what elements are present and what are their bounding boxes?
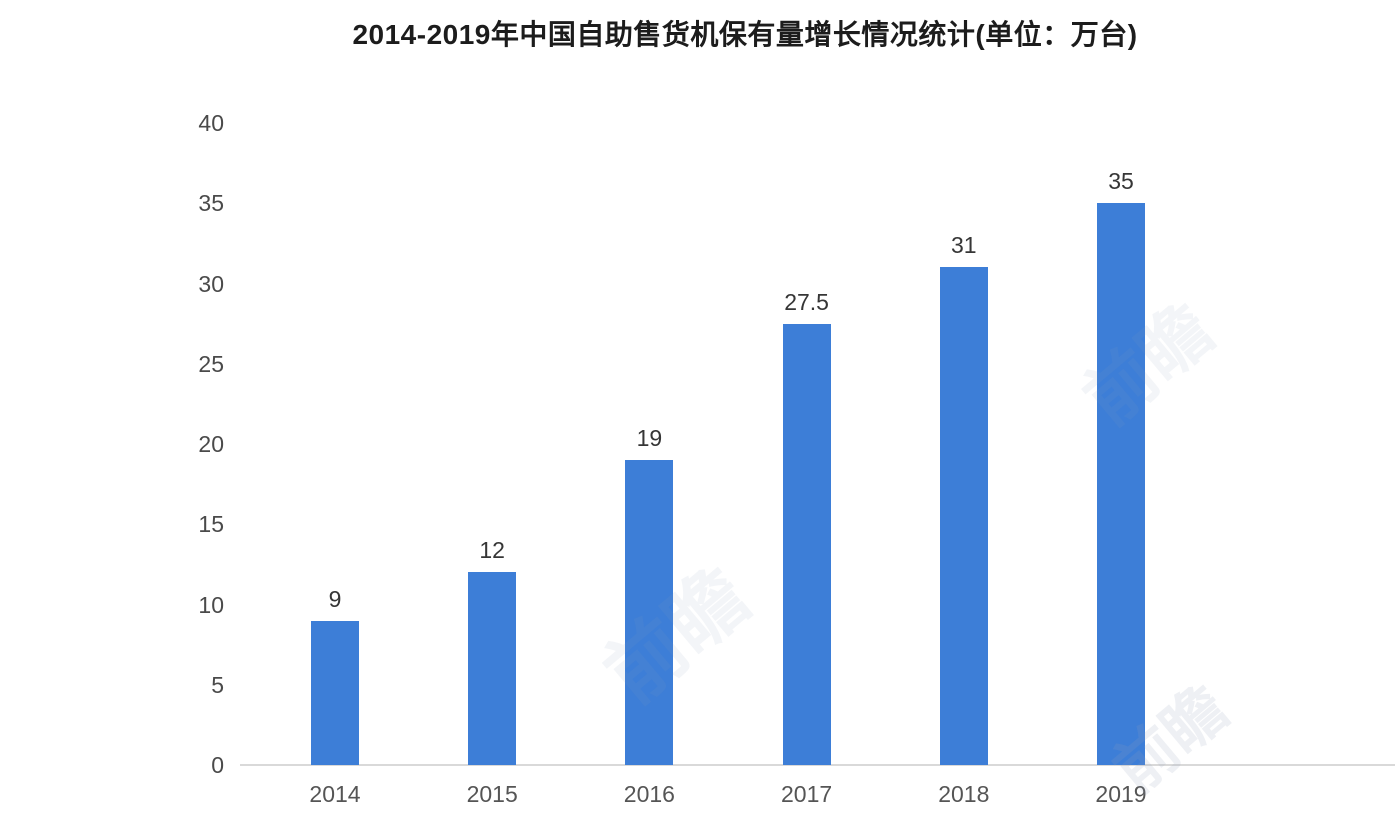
- y-axis-tick-label: 15: [198, 511, 224, 538]
- bar-2015: [468, 572, 517, 765]
- bar-value-label: 9: [328, 585, 342, 612]
- plot-area: 0 5 10 15 20 25 30 35 40 9 2014 12 2015 19 2016 27.5 201…: [198, 110, 1395, 807]
- x-axis-tick-label: 2015: [466, 781, 518, 807]
- chart-title: 2014-2019年中国自助售货机保有量增长情况统计(单位：万台): [352, 19, 1138, 50]
- bar-value-label: 19: [636, 425, 663, 452]
- bar-value-label: 35: [1108, 168, 1134, 195]
- y-axis-tick-label: 10: [198, 591, 224, 618]
- y-axis-tick-label: 30: [198, 270, 224, 297]
- bar-value-label: 31: [951, 232, 977, 259]
- bar-2019: [1097, 203, 1145, 765]
- x-axis-tick-label: 2016: [623, 781, 675, 807]
- x-axis-line: [240, 764, 1395, 766]
- y-axis-tick-label: 35: [198, 190, 224, 217]
- bar-2017: [782, 323, 831, 765]
- x-axis-tick-label: 2017: [781, 781, 833, 807]
- x-axis-tick-label: 2019: [1095, 781, 1147, 807]
- y-axis-tick-label: 0: [211, 752, 224, 778]
- x-axis-tick-label: 2018: [938, 781, 990, 807]
- bar-value-label: 12: [479, 537, 505, 564]
- x-axis-tick-label: 2014: [309, 781, 361, 807]
- y-axis-tick-label: 25: [198, 350, 224, 377]
- bar-value-label: 27.5: [784, 288, 829, 315]
- y-axis-tick-label: 20: [198, 431, 224, 457]
- bar-2018: [939, 267, 988, 765]
- bar-2016: [625, 460, 674, 765]
- bar-2014: [311, 620, 359, 765]
- y-axis-tick-label: 5: [211, 671, 224, 698]
- y-axis-tick-label: 40: [198, 110, 224, 136]
